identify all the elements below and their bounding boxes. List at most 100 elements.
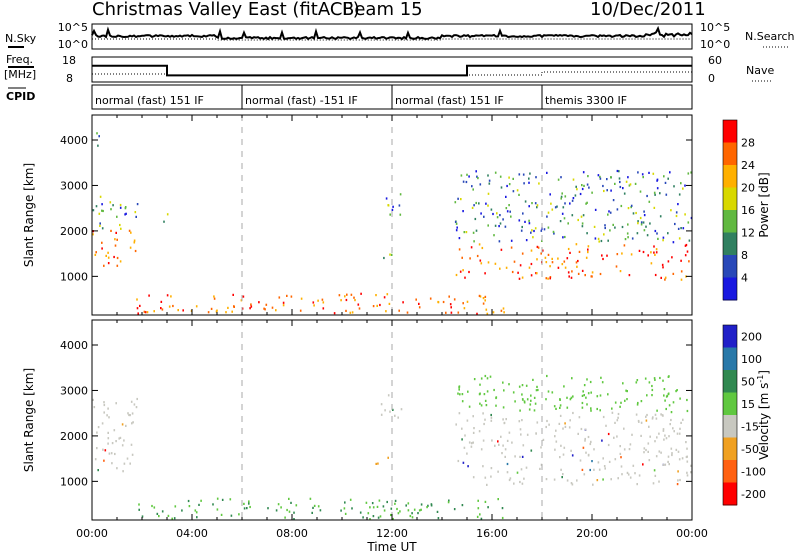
echo-cell [249, 505, 251, 509]
echo-cell [664, 276, 667, 279]
echo-cell [601, 439, 603, 442]
echo-cell [661, 263, 664, 266]
echo-cell [605, 424, 607, 427]
echo-cell [567, 222, 569, 225]
echo-cell [587, 175, 589, 178]
echo-cell [607, 239, 609, 242]
echo-cell [300, 297, 303, 300]
echo-cell [637, 401, 639, 405]
echo-cell [662, 236, 665, 239]
echo-cell [521, 455, 524, 458]
echo-cell [110, 452, 113, 455]
echo-cell [277, 503, 280, 506]
echo-cell [409, 514, 412, 518]
echo-cell [388, 302, 391, 305]
echo-cell [275, 509, 278, 512]
echo-cell [195, 305, 198, 308]
echo-cell [508, 176, 510, 179]
echo-cell [684, 254, 687, 257]
echo-cell [377, 516, 380, 519]
echo-cell [650, 262, 653, 265]
echo-cell [351, 311, 354, 314]
echo-cell [399, 510, 401, 513]
date-label: 10/Dec/2011 [590, 0, 706, 20]
echo-cell [564, 266, 567, 269]
echo-cell [483, 215, 485, 218]
echo-cell [656, 232, 658, 235]
echo-cell [114, 238, 116, 241]
echo-cell [561, 476, 563, 479]
echo-cell [293, 511, 295, 514]
colorbar-swatch [723, 255, 737, 278]
echo-cell [555, 407, 557, 410]
echo-cell [107, 256, 110, 259]
echo-cell [675, 448, 678, 451]
echo-cell [242, 295, 245, 298]
echo-cell [207, 311, 210, 314]
echo-cell [458, 237, 461, 240]
echo-cell [688, 239, 691, 242]
echo-cell [547, 390, 550, 393]
echo-cell [569, 419, 571, 422]
echo-cell [375, 294, 377, 297]
echo-cell [141, 515, 144, 518]
echo-cell [643, 210, 645, 213]
echo-cell [652, 416, 654, 419]
echo-cell [526, 398, 529, 401]
echo-cell [487, 261, 490, 264]
echo-cell [630, 204, 633, 207]
echo-cell [521, 419, 523, 422]
echo-cell [478, 430, 481, 433]
echo-cell [646, 394, 648, 397]
echo-cell [536, 206, 538, 209]
echo-cell [506, 210, 509, 213]
echo-cell [598, 468, 601, 471]
echo-cell [570, 482, 573, 485]
echo-cell [500, 309, 503, 312]
echo-cell [626, 398, 628, 401]
echo-cell [461, 400, 464, 403]
echo-cell [525, 239, 528, 242]
colorbar-tick-label: 15 [741, 398, 755, 411]
echo-cell [587, 251, 589, 254]
echo-cell [153, 310, 155, 313]
colorbar-swatch [723, 165, 737, 188]
velocity-colorbar-label: Velocity [m s-1] [756, 370, 771, 460]
freq-panel: Freq. [MHz] 18 8 60 0 Nave [4, 53, 774, 85]
echo-cell [679, 478, 681, 482]
echo-cell [618, 170, 620, 173]
echo-cell [380, 413, 383, 416]
echo-cell [389, 410, 391, 413]
echo-cell [620, 465, 623, 468]
echo-cell [522, 212, 524, 215]
echo-cell [627, 207, 630, 210]
echo-cell [97, 144, 99, 147]
echo-cell [390, 513, 392, 517]
echo-cell [194, 509, 197, 512]
echo-cell [463, 231, 466, 234]
echo-cell [532, 236, 534, 239]
echo-cell [390, 253, 393, 256]
echo-cell [660, 276, 662, 279]
echo-cell [103, 411, 105, 414]
echo-cell [490, 475, 492, 478]
echo-cell [569, 251, 571, 254]
echo-cell [643, 229, 646, 232]
echo-cell [564, 235, 566, 239]
echo-cell [166, 294, 169, 297]
echo-cell [596, 395, 599, 398]
echo-cell [608, 460, 611, 463]
echo-cell [112, 204, 114, 207]
echo-cell [532, 378, 534, 381]
echo-cell [520, 468, 523, 471]
echo-cell [107, 407, 109, 410]
echo-cell [429, 297, 432, 300]
echo-cell [311, 511, 313, 514]
echo-cell [545, 398, 547, 401]
echo-cell [688, 260, 690, 263]
echo-cell [525, 466, 528, 469]
echo-cell [312, 301, 315, 304]
echo-cell [555, 429, 557, 432]
colorbar-frame [722, 119, 738, 301]
echo-cell [622, 382, 624, 385]
